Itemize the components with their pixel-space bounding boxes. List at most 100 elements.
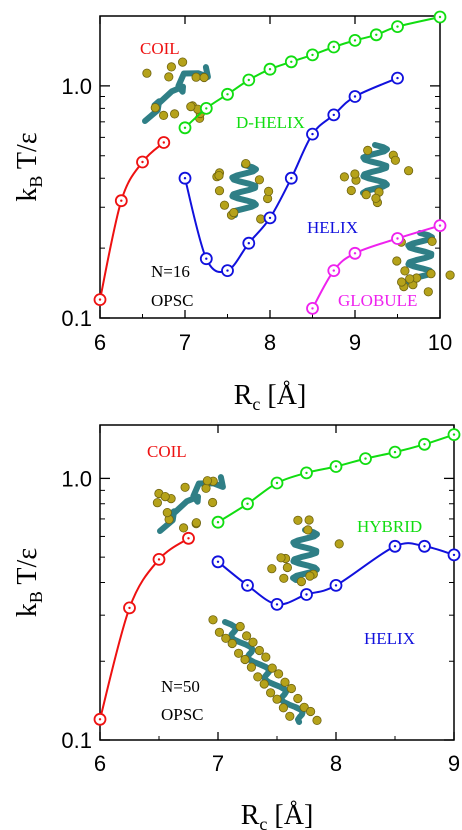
side-chain-bead	[396, 277, 407, 287]
side-chain-bead	[346, 185, 356, 196]
side-chain-bead	[170, 109, 180, 119]
data-point-dot	[183, 126, 187, 129]
panel-annotation: OPSC	[161, 705, 204, 724]
data-point-dot	[205, 257, 208, 260]
series-line	[184, 77, 398, 274]
data-point-dot	[353, 39, 357, 42]
side-chain-bead	[293, 693, 303, 704]
data-point-dot	[187, 537, 190, 540]
x-tick-label: 9	[448, 751, 460, 776]
backbone-shape	[360, 142, 390, 198]
side-chain-bead	[221, 633, 231, 643]
side-chain-bead	[423, 287, 433, 297]
side-chain-bead	[164, 72, 174, 82]
data-point-dot	[334, 584, 338, 587]
side-chain-bead	[208, 615, 218, 625]
series-label: COIL	[147, 442, 187, 461]
side-chain-bead	[299, 702, 309, 712]
molecule-snapshot-icon	[152, 474, 226, 534]
series-coil: COIL	[93, 442, 195, 726]
side-chain-bead	[286, 683, 296, 694]
side-chain-bead	[403, 166, 414, 176]
side-chain-bead	[201, 483, 211, 493]
backbone-shape	[222, 619, 306, 725]
molecule-snapshot-icon	[142, 57, 211, 124]
side-chain-bead	[278, 703, 288, 713]
molecule-snapshot-icon	[212, 159, 274, 224]
data-point-dot	[98, 298, 102, 301]
series-hybrid: HYBRID	[211, 428, 461, 536]
side-chain-bead	[219, 200, 230, 210]
molecule-snapshot-icon	[208, 615, 322, 726]
y-axis-label: kB T/ε	[12, 548, 46, 617]
side-chain-bead	[296, 576, 306, 587]
data-point-dot	[268, 216, 272, 220]
data-point-dot	[423, 545, 426, 548]
side-chain-bead	[282, 562, 292, 573]
data-point-dot	[157, 558, 161, 561]
side-chain-bead	[405, 274, 415, 284]
side-chain-bead	[272, 694, 282, 704]
x-tick-label: 8	[264, 330, 276, 355]
side-chain-bead	[350, 169, 360, 179]
data-point-dot	[226, 93, 229, 96]
side-chain-bead	[178, 57, 188, 67]
side-chain-bead	[208, 497, 218, 508]
molecule-snapshot-icon	[392, 230, 455, 297]
side-chain-bead	[186, 102, 196, 112]
series-label: COIL	[140, 39, 180, 58]
plot-frame	[99, 424, 455, 741]
side-chain-bead	[160, 491, 170, 502]
data-point-dot	[290, 177, 293, 180]
data-point-dot	[452, 433, 456, 436]
series-globule: GLOBULE	[306, 219, 447, 315]
data-point-dot	[332, 45, 335, 49]
data-point-dot	[334, 465, 338, 468]
x-axis-label: Rc [Å]	[241, 800, 314, 830]
series-line	[99, 141, 165, 300]
data-point-dot	[128, 606, 131, 610]
side-chain-bead	[259, 679, 269, 689]
side-chain-bead	[280, 677, 290, 687]
side-chain-bead	[267, 663, 277, 673]
series-line	[217, 433, 455, 524]
x-tick-label: 7	[179, 330, 191, 355]
side-chain-bead	[427, 236, 437, 246]
data-point-dot	[290, 60, 293, 63]
series-line	[184, 16, 441, 129]
series-helix: HELIX	[211, 539, 461, 648]
side-chain-bead	[240, 654, 250, 665]
side-chain-bead	[339, 172, 349, 182]
side-chain-bead	[202, 476, 212, 486]
chart-panel-1: 6 7 8 9 10 0.1 1.0 COIL D-HELIX HELIX GLOBULE N=16 O…	[12, 10, 455, 414]
side-chain-bead	[253, 672, 263, 682]
side-chain-bead	[279, 573, 289, 583]
side-chain-bead	[242, 631, 252, 641]
molecule-snapshot-icon	[267, 515, 344, 587]
data-point-dot	[311, 53, 314, 57]
x-tick-label: 7	[212, 751, 224, 776]
side-chain-bead	[142, 68, 152, 78]
series-coil: COIL	[93, 39, 180, 307]
side-chain-bead	[234, 648, 244, 658]
side-chain-bead	[392, 256, 402, 266]
data-point-dot	[216, 521, 220, 524]
series-label: HELIX	[364, 629, 415, 648]
side-chain-bead	[150, 103, 160, 113]
side-chain-bead	[199, 72, 209, 83]
side-chain-bead	[312, 715, 322, 726]
series-label: GLOBULE	[338, 291, 417, 310]
data-point-dot	[162, 141, 165, 144]
series-line	[99, 537, 190, 720]
series-helix: HELIX	[178, 71, 404, 278]
data-point-dot	[353, 95, 357, 98]
data-point-dot	[226, 269, 229, 272]
data-point-dot	[183, 177, 187, 180]
side-chain-bead	[304, 515, 314, 525]
side-chain-bead	[214, 186, 225, 196]
x-tick-label: 10	[428, 330, 452, 355]
data-point-dot	[452, 553, 456, 557]
y-tick-label: 0.1	[61, 306, 92, 331]
